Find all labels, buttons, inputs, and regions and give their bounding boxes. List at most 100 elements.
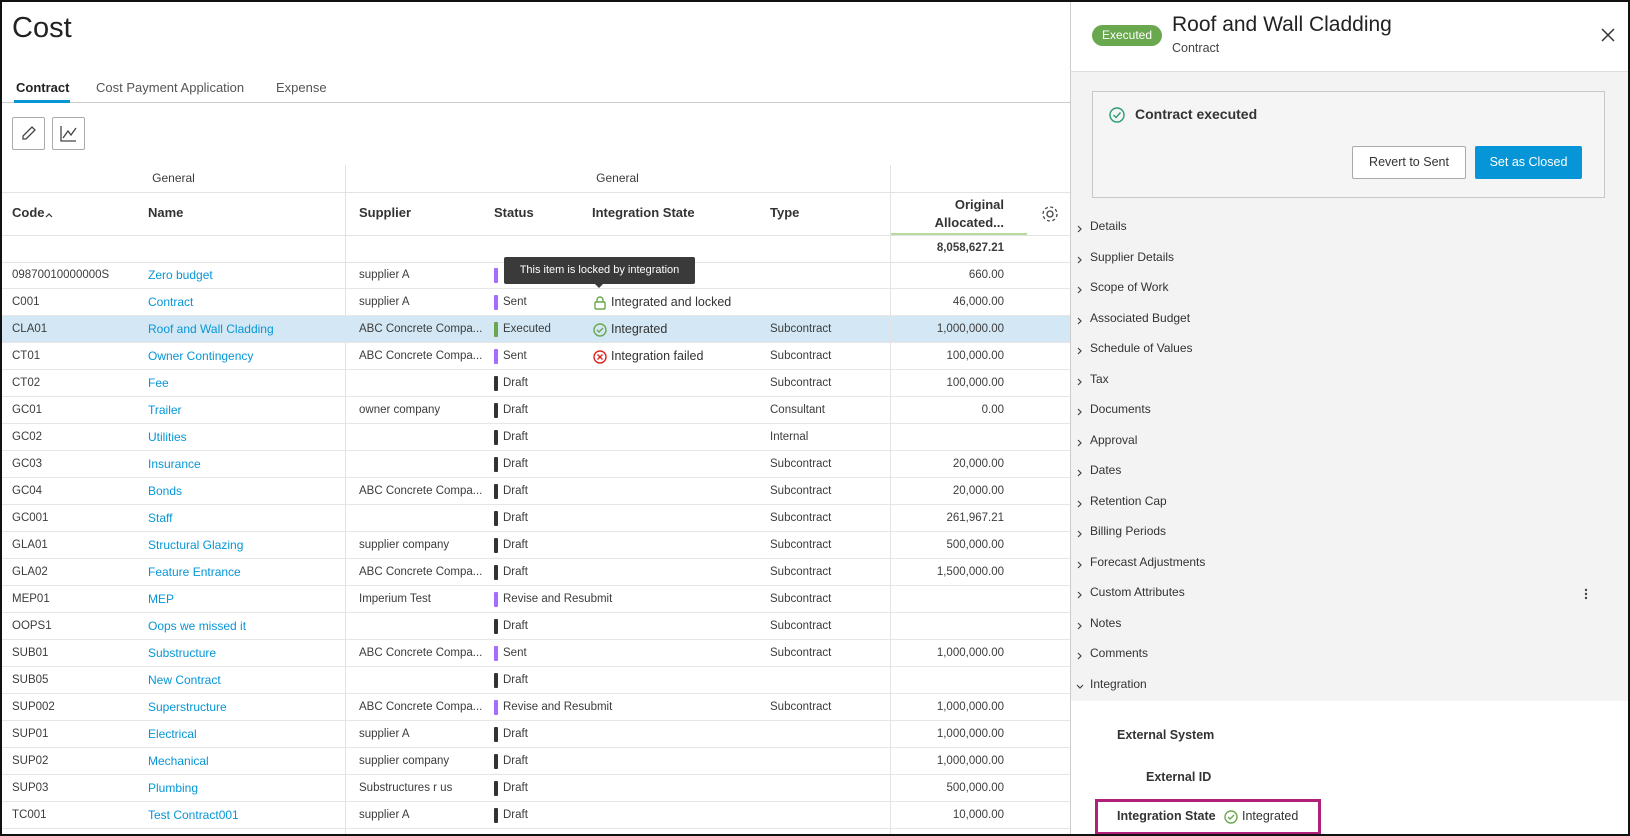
column-header: Supplier: [359, 205, 412, 220]
section-header[interactable]: Scope of Work: [1090, 280, 1169, 294]
section-header[interactable]: Tax: [1090, 371, 1109, 386]
total: 8,058,627.21: [936, 242, 1004, 254]
tab[interactable]: Expense: [276, 80, 327, 95]
field-label: External ID: [1146, 770, 1212, 784]
type: Subcontract: [770, 539, 832, 551]
status: Executed: [503, 323, 551, 335]
integration-icon: [592, 322, 608, 338]
status: Draft: [503, 809, 528, 821]
section-header[interactable]: Dates: [1090, 463, 1122, 477]
column-header: Type: [770, 205, 800, 220]
type: Subcontract: [770, 512, 832, 524]
name-link[interactable]: Mechanical: [148, 754, 209, 768]
status-bar: [494, 403, 498, 418]
tab[interactable]: Contract: [16, 80, 70, 95]
status: Draft: [503, 377, 528, 389]
amount: 100,000.00: [946, 377, 1004, 389]
section-chevron: [1075, 648, 1085, 660]
status: Draft: [503, 620, 528, 632]
name-link[interactable]: Electrical: [148, 727, 197, 741]
type: Subcontract: [770, 701, 832, 713]
section-header[interactable]: Supplier Details: [1090, 249, 1175, 264]
supplier: ABC Concrete Compa...: [359, 701, 483, 713]
section-chevron: [1075, 496, 1085, 507]
name-link[interactable]: Trailer: [148, 403, 182, 417]
code: GLA02: [12, 566, 48, 578]
amount: 0.00: [981, 404, 1004, 416]
highlight-box: [1095, 799, 1321, 834]
name-link[interactable]: MEP: [148, 592, 175, 606]
type: Subcontract: [770, 566, 832, 578]
name-link[interactable]: Structural Glazing: [148, 538, 244, 552]
status-bar: [494, 538, 498, 553]
supplier: supplier A: [359, 728, 410, 740]
row-line: [2, 531, 1070, 532]
section-chevron: [1075, 587, 1085, 599]
name-link[interactable]: Feature Entrance: [148, 565, 241, 579]
type: Subcontract: [770, 620, 832, 632]
section-header[interactable]: Integration: [1090, 676, 1147, 691]
name-link[interactable]: Insurance: [148, 457, 201, 471]
section-header[interactable]: Billing Periods: [1090, 524, 1167, 538]
header-line: [2, 235, 1070, 236]
settings-icon[interactable]: [1040, 204, 1060, 224]
field-label: Integration State: [1117, 809, 1216, 823]
section-header[interactable]: Schedule of Values: [1090, 341, 1193, 355]
status: Draft: [503, 755, 528, 767]
name-link[interactable]: Staff: [148, 511, 173, 525]
close-contract-button[interactable]: Set as Closed: [1475, 146, 1582, 179]
status-bar: [494, 295, 498, 310]
section-header[interactable]: Notes: [1090, 615, 1122, 630]
name-link[interactable]: Oops we missed it: [148, 619, 247, 633]
code: SUP002: [12, 701, 55, 713]
section-header[interactable]: Approval: [1090, 432, 1138, 447]
alert-icon: [1109, 107, 1125, 123]
name-link[interactable]: Fee: [148, 376, 169, 390]
panel-subtitle: Contract: [1172, 41, 1220, 55]
section-header[interactable]: Associated Budget: [1090, 310, 1191, 325]
name-link[interactable]: Roof and Wall Cladding: [148, 322, 274, 336]
section-header[interactable]: Custom Attributes: [1090, 585, 1185, 599]
name-link[interactable]: Superstructure: [148, 700, 227, 714]
code: GC04: [12, 485, 43, 497]
column-header: Code: [12, 205, 45, 220]
code: 09870010000000S: [12, 269, 110, 281]
revert-button[interactable]: Revert to Sent: [1352, 146, 1466, 179]
row-line: [2, 423, 1070, 424]
name-link[interactable]: Utilities: [148, 430, 187, 444]
section-chevron: [1075, 252, 1085, 263]
supplier: supplier A: [359, 809, 410, 821]
close-button[interactable]: [1600, 27, 1616, 43]
section-header[interactable]: Retention Cap: [1090, 493, 1167, 508]
section-header[interactable]: Comments: [1090, 646, 1149, 660]
section-header[interactable]: Details: [1090, 219, 1127, 233]
column-divider: [890, 165, 891, 834]
name-link[interactable]: Test Contract001: [148, 808, 239, 822]
name-link[interactable]: New Contract: [148, 673, 221, 687]
section-header[interactable]: Documents: [1090, 402, 1151, 416]
row-line: [2, 585, 1070, 586]
type: Subcontract: [770, 593, 832, 605]
edit-button[interactable]: [12, 117, 45, 150]
tab[interactable]: Cost Payment Application: [96, 80, 245, 95]
state-icon: [1223, 809, 1239, 825]
section-header[interactable]: Forecast Adjustments: [1090, 554, 1206, 569]
name-link[interactable]: Owner Contingency: [148, 349, 254, 363]
row-line: [2, 450, 1070, 451]
name-link[interactable]: Plumbing: [148, 781, 199, 795]
group-header: General: [152, 171, 195, 185]
group-header: General: [596, 171, 639, 185]
header-line: [2, 192, 1070, 193]
name-link[interactable]: Bonds: [148, 484, 183, 498]
tabs-divider: [2, 102, 1070, 103]
status: Draft: [503, 539, 528, 551]
name-link[interactable]: Substructure: [148, 646, 217, 660]
chart-button[interactable]: [52, 117, 85, 150]
name-link[interactable]: Zero budget: [148, 268, 213, 282]
row-line: [2, 504, 1070, 505]
code: GC001: [12, 512, 49, 524]
status: Draft: [503, 674, 528, 686]
section-chevron: [1075, 221, 1085, 233]
name-link[interactable]: Contract: [148, 295, 194, 309]
